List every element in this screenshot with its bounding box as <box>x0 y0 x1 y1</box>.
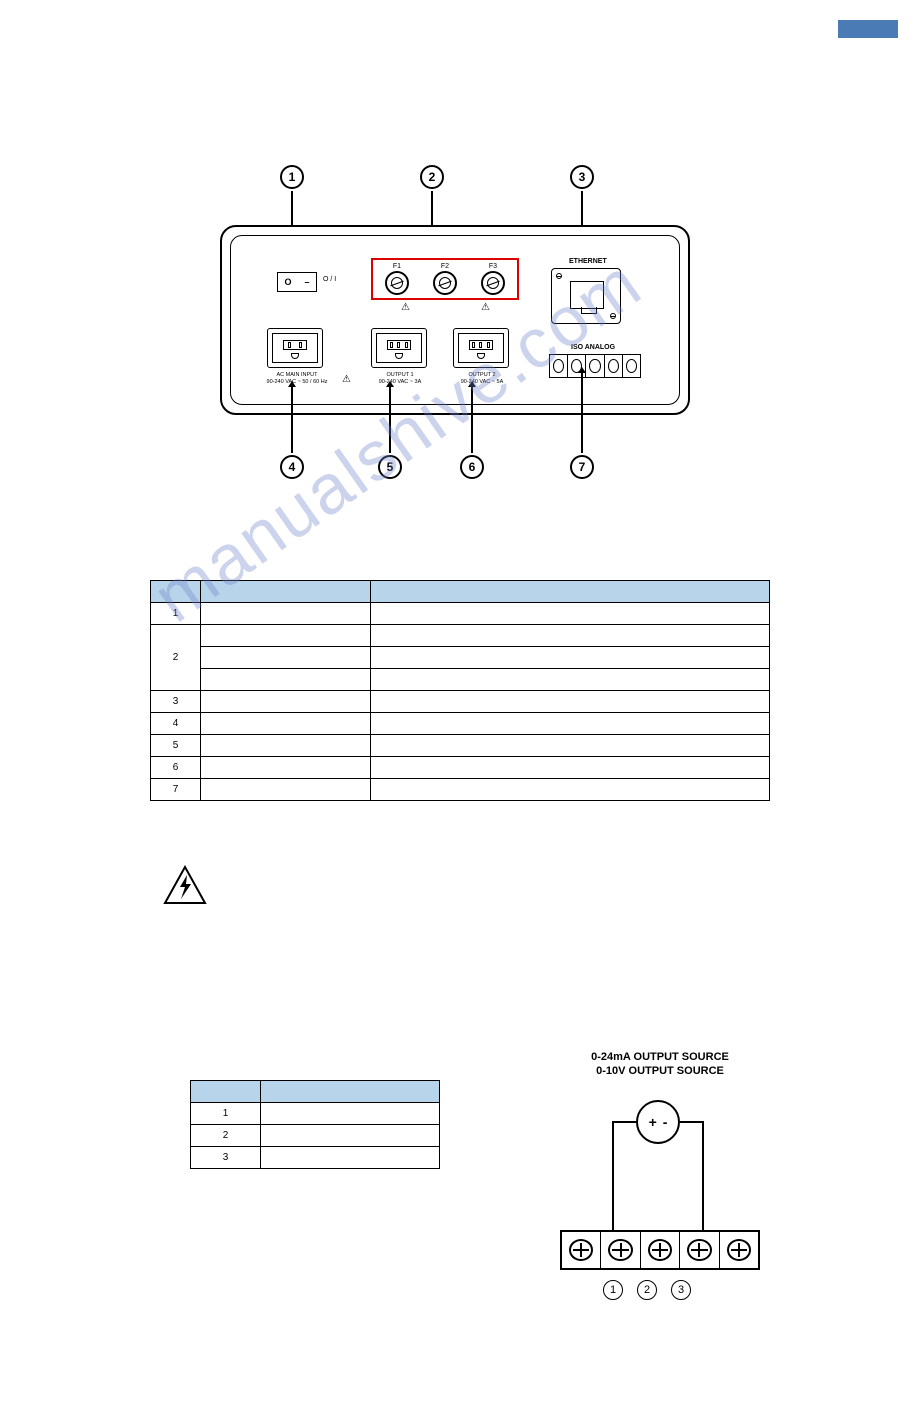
ac-main-input <box>267 328 323 368</box>
ethernet-label: ETHERNET <box>569 258 607 265</box>
table-row: 2 <box>151 625 770 647</box>
terminal-block <box>560 1230 760 1270</box>
electrical-hazard-icon <box>163 865 207 905</box>
rear-panel-diagram: 1 2 3 O – O / I F1 F2 F3 <box>220 165 700 485</box>
iso-analog-label: ISO ANALOG <box>571 344 615 351</box>
callout-4-line <box>291 387 293 453</box>
callout-4: 4 <box>280 455 304 479</box>
ethernet-port <box>551 268 621 324</box>
table-row: 3 <box>151 691 770 713</box>
table-row: 1 <box>151 603 770 625</box>
table-row: 1 <box>191 1103 440 1125</box>
ac-main-label: AC MAIN INPUT 90-240 VAC ~ 50 / 60 Hz <box>255 372 339 385</box>
table-row: 6 <box>151 757 770 779</box>
table-header-row <box>191 1081 440 1103</box>
table-header-row <box>151 581 770 603</box>
output-2-label: OUTPUT 2 90-240 VAC ~ 5A <box>449 372 515 385</box>
table-row: 2 <box>191 1125 440 1147</box>
callout-5-line <box>389 387 391 453</box>
table-row: 4 <box>151 713 770 735</box>
callout-7: 7 <box>570 455 594 479</box>
table-row: 5 <box>151 735 770 757</box>
fuse-group: F1 F2 F3 <box>371 258 519 300</box>
header-accent-bar <box>838 20 898 38</box>
fuse-f2: F2 <box>433 263 457 295</box>
switch-label: O / I <box>323 276 336 283</box>
callout-table: 1 2 3 4 5 6 7 <box>150 580 770 801</box>
callout-7-line <box>581 373 583 453</box>
callout-5: 5 <box>378 455 402 479</box>
terminal-numbers: 1 2 3 <box>603 1280 691 1300</box>
callout-6-line <box>471 387 473 453</box>
fuse-f1: F1 <box>385 263 409 295</box>
warning-icon: ⚠ <box>401 302 415 314</box>
fuse-f3: F3 <box>481 263 505 295</box>
callout-1: 1 <box>280 165 304 189</box>
table-row <box>151 647 770 669</box>
callout-6: 6 <box>460 455 484 479</box>
warning-icon: ⚠ <box>481 302 495 314</box>
callout-3: 3 <box>570 165 594 189</box>
source-symbol: + - <box>636 1100 680 1144</box>
table-row <box>151 669 770 691</box>
terminal-table: 1 2 3 <box>190 1080 440 1169</box>
output-1 <box>371 328 427 368</box>
output-source-title: 0-24mA OUTPUT SOURCE 0-10V OUTPUT SOURCE <box>530 1050 790 1079</box>
output-1-label: OUTPUT 1 90-240 VAC ~ 3A <box>367 372 433 385</box>
power-switch: O – <box>277 272 317 292</box>
callout-2: 2 <box>420 165 444 189</box>
output-2 <box>453 328 509 368</box>
table-row: 7 <box>151 779 770 801</box>
warning-icon: ⚠ <box>342 374 356 386</box>
table-row: 3 <box>191 1147 440 1169</box>
output-source-diagram: 0-24mA OUTPUT SOURCE 0-10V OUTPUT SOURCE… <box>530 1050 790 1310</box>
iso-analog-terminal <box>549 354 641 378</box>
